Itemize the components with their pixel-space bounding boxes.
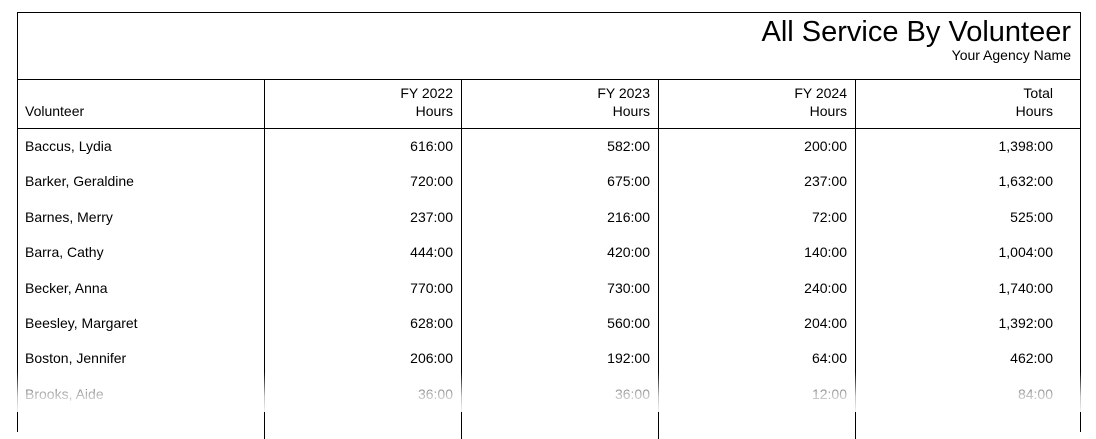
fy2023-hours: 36:00 [614,385,650,402]
total-hours: 1,740:00 [998,279,1054,296]
table-row: Boston, Jennifer 206:00 192:00 64:00 462… [18,341,1080,376]
volunteer-name: Beesley, Margaret [25,314,138,331]
fy2022-hours: 444:00 [410,244,453,261]
report-page: All Service By Volunteer Your Agency Nam… [17,12,1081,439]
column-header-fy2022-line1: FY 2022 [400,85,453,101]
fy2023-hours: 560:00 [607,314,650,331]
column-header-total-line1: Total [1023,85,1053,101]
fy2024-hours: 72:00 [811,208,847,225]
column-divider [658,79,659,439]
column-header-fy2024-line2: Hours [809,103,847,119]
total-hours: 462:00 [1010,350,1053,367]
fy2022-hours: 628:00 [410,314,453,331]
fy2022-hours: 720:00 [410,173,453,190]
column-header-volunteer: Volunteer [25,102,84,120]
volunteer-name: Becker, Anna [25,279,108,296]
total-hours: 84:00 [1017,385,1053,402]
fy2024-hours: 200:00 [804,138,847,154]
column-header-fy2023-line1: FY 2023 [597,85,650,101]
volunteer-name: Boston, Jennifer [25,350,127,367]
column-header-fy2023-line2: Hours [612,103,650,119]
fy2022-hours: 36:00 [417,385,453,402]
fy2022-hours: 770:00 [410,279,453,296]
report-title: All Service By Volunteer [761,16,1071,48]
table-row: Barker, Geraldine 720:00 675:00 237:00 1… [18,164,1080,199]
total-hours: 1,398:00 [998,138,1054,154]
table-row: Baccus, Lydia 616:00 582:00 200:00 1,398… [18,129,1080,164]
column-header-fy2022: FY 2022 Hours [400,84,453,120]
volunteer-name: Barker, Geraldine [25,173,134,190]
total-hours: 525:00 [1010,208,1053,225]
column-divider [264,79,265,439]
column-divider [855,79,856,439]
fy2023-hours: 582:00 [607,138,650,154]
volunteer-name: Brooks, Aide [25,385,104,402]
fy2023-hours: 420:00 [607,244,650,261]
table-body: Baccus, Lydia 616:00 582:00 200:00 1,398… [18,129,1080,412]
column-header-fy2022-line2: Hours [415,103,453,119]
column-header-total: Total Hours [1016,84,1053,120]
table-header: Volunteer FY 2022 Hours FY 2023 Hours FY… [18,79,1080,129]
fy2022-hours: 237:00 [410,208,453,225]
volunteer-name: Baccus, Lydia [25,138,112,154]
fy2024-hours: 204:00 [804,314,847,331]
fy2024-hours: 240:00 [804,279,847,296]
fy2024-hours: 64:00 [811,350,847,367]
column-header-volunteer-label: Volunteer [25,103,85,119]
total-hours: 1,392:00 [998,314,1054,331]
fy2024-hours: 12:00 [811,385,847,402]
volunteer-name: Barnes, Merry [25,208,113,225]
table-row: Barnes, Merry 237:00 216:00 72:00 525:00 [18,200,1080,235]
volunteer-name: Barra, Cathy [25,244,104,261]
total-hours: 1,004:00 [998,244,1054,261]
fy2023-hours: 675:00 [607,173,650,190]
column-header-fy2023: FY 2023 Hours [597,84,650,120]
fy2023-hours: 192:00 [607,350,650,367]
agency-name: Your Agency Name [951,47,1071,63]
fy2024-hours: 237:00 [804,173,847,190]
fy2023-hours: 730:00 [607,279,650,296]
table-row: Barra, Cathy 444:00 420:00 140:00 1,004:… [18,235,1080,270]
column-header-fy2024-line1: FY 2024 [794,85,847,101]
table-row: Becker, Anna 770:00 730:00 240:00 1,740:… [18,271,1080,306]
column-header-total-line2: Hours [1015,103,1053,119]
fy2023-hours: 216:00 [607,208,650,225]
fy2024-hours: 140:00 [804,244,847,261]
table-row: Beesley, Margaret 628:00 560:00 204:00 1… [18,306,1080,341]
fy2022-hours: 206:00 [410,350,453,367]
column-header-fy2024: FY 2024 Hours [794,84,847,120]
fy2022-hours: 616:00 [410,138,453,154]
table-row: Brooks, Aide 36:00 36:00 12:00 84:00 [18,377,1080,412]
report-header: All Service By Volunteer Your Agency Nam… [18,13,1080,80]
column-divider [461,79,462,439]
total-hours: 1,632:00 [998,173,1054,190]
